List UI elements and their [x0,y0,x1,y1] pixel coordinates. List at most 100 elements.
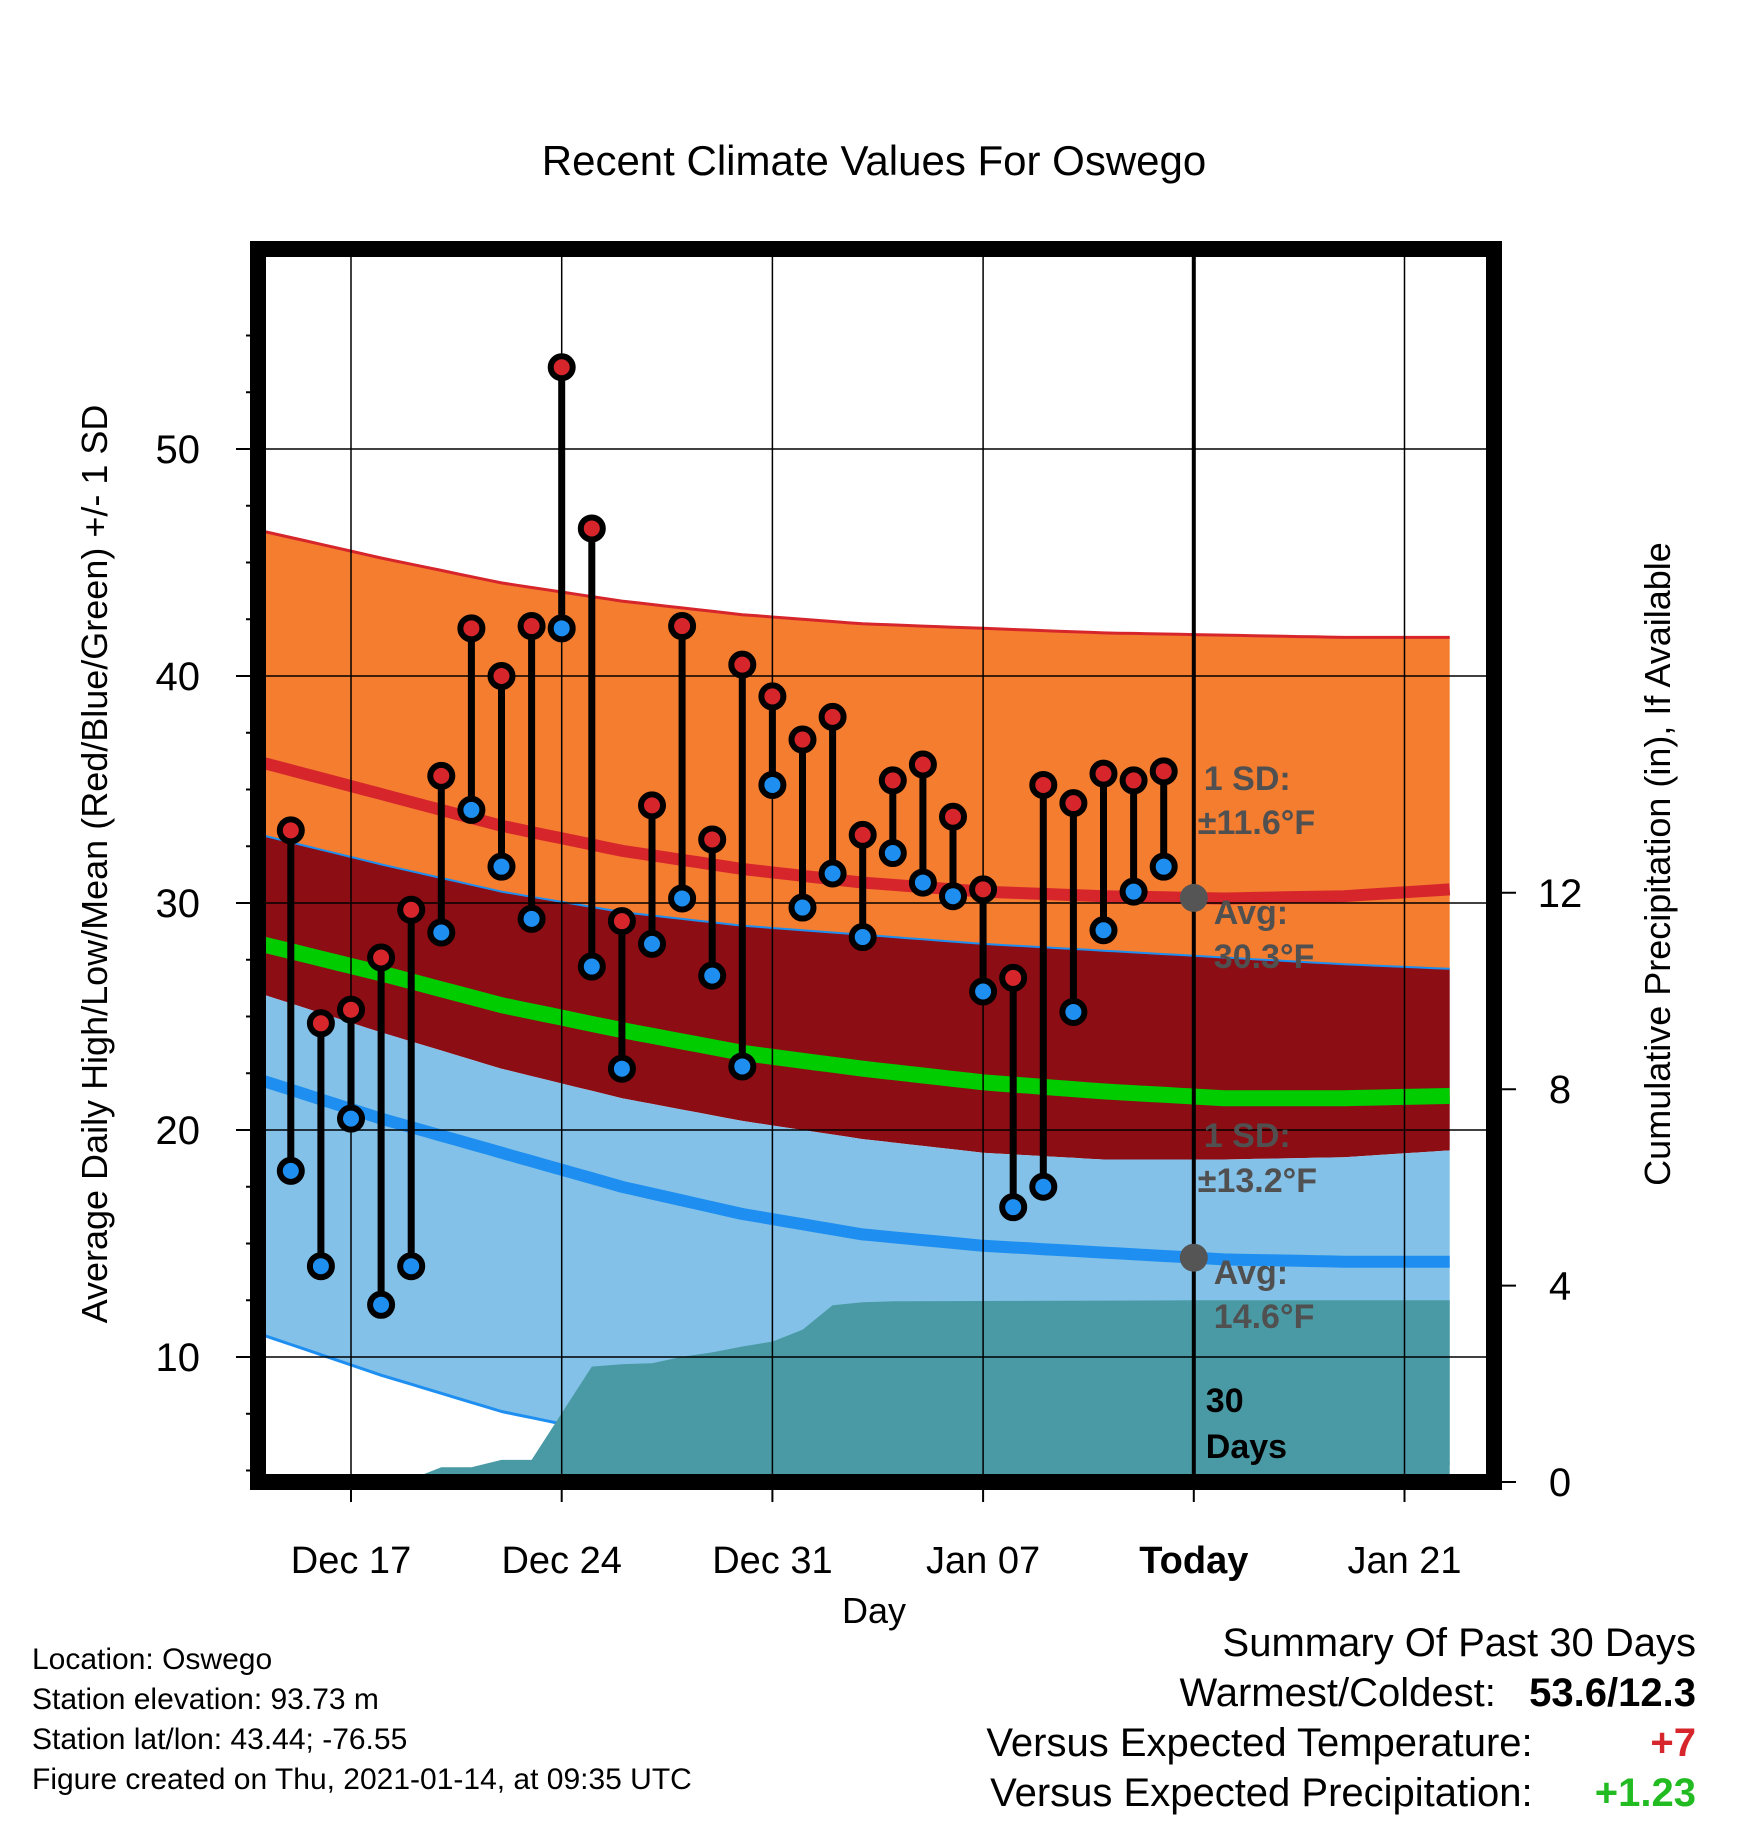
observed-high-point [547,353,576,382]
observed-low-point [638,929,666,958]
low-sd-value: ±13.2°F [1198,1162,1317,1200]
observed-high-point [607,907,636,936]
today-high-avg-marker [1179,883,1208,912]
temp-value: +7 [1650,1721,1696,1765]
observed-low-point [1149,852,1178,881]
x-tick-label: Dec 17 [291,1540,411,1582]
observed-low-point [607,1054,636,1083]
y-tick-label: 10 [156,1336,201,1380]
observed-high-point [698,825,727,854]
observed-high-point [1089,759,1118,788]
inner-band [260,834,1450,1160]
x-tick-label: Jan 07 [926,1540,1040,1582]
observed-high-point [337,995,365,1024]
observed-low-point [457,795,486,824]
chart-title: Recent Climate Values For Oswego [542,137,1207,184]
window-number: 30 [1206,1382,1244,1420]
observed-high-point [999,963,1028,992]
x-tick-label-today: Today [1139,1540,1248,1582]
y2-tick-label: 4 [1549,1265,1571,1309]
precip-label: Versus Expected Precipitation: [990,1771,1533,1815]
high-avg-value: 30.3°F [1214,938,1315,976]
observed-high-point [517,612,546,641]
observed-high-point [457,614,486,643]
observed-high-point [1059,789,1088,818]
observed-high-point [397,895,426,924]
observed-high-point [878,766,907,795]
station-info: Location: Oswego Station elevation: 93.7… [32,1640,692,1800]
observed-low-point [1119,877,1148,906]
location-text: Location: Oswego [32,1643,273,1676]
created-text: Figure created on Thu, 2021-01-14, at 09… [32,1763,692,1796]
precip-area [351,1300,1450,1482]
y-tick-label: 50 [156,428,201,472]
observed-high-point [367,943,396,972]
observed-low-point [969,977,998,1006]
summary-panel: Summary Of Past 30 Days Warmest/Coldest:… [986,1618,1696,1818]
precip-value: +1.23 [1594,1771,1696,1815]
y2-axis-label: Cumulative Precipitation (in), If Availa… [1637,542,1678,1186]
observed-high-point [939,802,967,831]
observed-low-point [698,961,727,990]
observed-low-point [276,1156,305,1185]
observed-low-point [728,1052,757,1081]
observed-high-point [306,1009,335,1038]
observed-high-point [758,682,787,711]
today-low-avg-marker [1179,1243,1208,1272]
high-sd-label: 1 SD: [1204,760,1291,798]
high-sd-value: ±11.6°F [1198,804,1315,842]
observed-low-point [758,770,787,799]
observed-low-point [397,1252,426,1281]
observed-low-point [1029,1172,1058,1201]
plot-frame [250,241,1502,1490]
high-avg-label: Avg: [1214,894,1288,932]
y-tick-label: 20 [156,1109,201,1153]
observed-high-point [1029,770,1058,799]
y2-tick-label: 8 [1549,1068,1571,1112]
y2-tick-label: 12 [1538,872,1583,916]
observed-low-point [547,614,576,643]
y-axis-label: Average Daily High/Low/Mean (Red/Blue/Gr… [74,405,115,1324]
observed-low-point [939,882,967,911]
x-tick-label: Dec 31 [712,1540,832,1582]
observed-low-point [668,884,697,913]
observed-low-point [577,952,606,981]
low-sd-label: 1 SD: [1204,1117,1291,1155]
x-tick-label: Dec 24 [501,1540,621,1582]
observed-low-point [1059,997,1088,1026]
observed-low-point [788,893,817,922]
summary-precip-row: Versus Expected Precipitation: +1.23 [986,1768,1696,1818]
observed-low-point [367,1290,396,1319]
y-tick-label: 40 [156,655,201,699]
y2-tick-label: 0 [1549,1461,1571,1505]
observed-high-point [788,725,817,754]
summary-warmest-row: Warmest/Coldest: 53.6/12.3 [986,1668,1696,1718]
observed-high-point [1119,766,1148,795]
temp-label: Versus Expected Temperature: [986,1721,1533,1765]
observed-high-point [969,875,998,904]
observed-low-point [878,839,907,868]
observed-low-point [517,904,546,933]
observed-high-point [487,662,516,690]
observed-high-point [638,791,666,820]
y-tick-label: 30 [156,882,201,926]
x-tick-label: Jan 21 [1347,1540,1461,1582]
normal-low-line [258,1074,1450,1268]
observed-low-point [999,1193,1028,1222]
observed-low-point [908,868,937,897]
observed-low-point [848,923,877,952]
elevation-text: Station elevation: 93.73 m [32,1683,379,1716]
observed-low-point [818,859,847,888]
low-avg-label: Avg: [1214,1254,1288,1292]
observed-low-point [487,852,516,881]
observed-high-point [908,750,937,779]
latlon-text: Station lat/lon: 43.44; -76.55 [32,1723,408,1756]
observed-high-point [818,702,847,731]
observed-high-point [1149,757,1178,786]
x-axis-label: Day [842,1590,906,1631]
observed-low-point [337,1104,365,1133]
high-sd-upper-line [260,529,1450,639]
window-unit: Days [1206,1428,1287,1466]
plot-area: 1 SD: ±11.6°F Avg: 30.3°F 1 SD: ±13.2°F Avg: 14… [156,241,1583,1582]
